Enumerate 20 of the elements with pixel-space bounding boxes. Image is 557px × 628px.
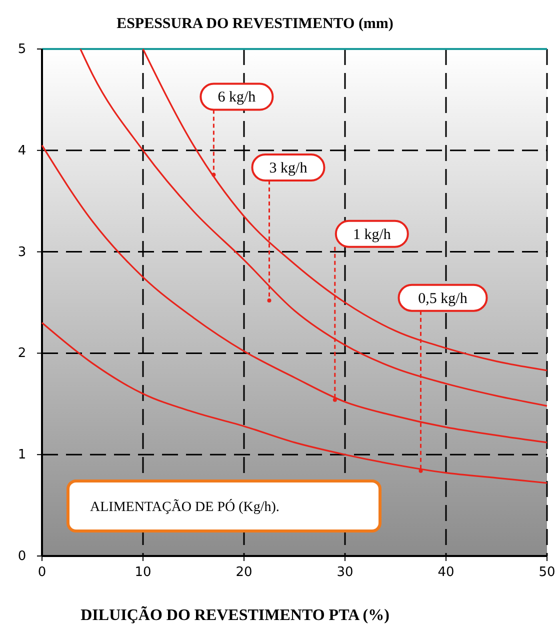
annotation: 6 kg/h <box>218 90 256 106</box>
annotation: 1 kg/h <box>352 226 392 243</box>
y-tick-label: 2 <box>18 346 26 362</box>
x-tick-label: 40 <box>438 565 454 580</box>
y-tick-label: 0 <box>18 549 26 564</box>
x-tick-label: 20 <box>236 565 252 580</box>
annotation: ALIMENTAÇÃO DE PÓ (Kg/h). <box>90 498 280 515</box>
note-box: ALIMENTAÇÃO DE PÓ (Kg/h). <box>66 480 382 532</box>
x-tick-label: 50 <box>538 565 556 580</box>
x-tick-label: 30 <box>336 565 354 580</box>
y-tick-label: 5 <box>18 42 26 57</box>
y-tick-label: 1 <box>18 448 26 463</box>
chart-title: ESPESSURA DO REVESTIMENTO (mm) <box>116 16 394 32</box>
x-axis-title: DILUIÇÃO DO REVESTIMENTO PTA (%) <box>80 606 390 624</box>
y-tick-label: 3 <box>18 244 26 260</box>
y-tick-label: 4 <box>18 143 26 158</box>
x-tick-label: 0 <box>38 565 46 580</box>
annotation: 0,5 kg/h <box>418 290 468 307</box>
x-tick-label: 10 <box>134 565 152 580</box>
annotation: 3 kg/h <box>269 160 308 176</box>
